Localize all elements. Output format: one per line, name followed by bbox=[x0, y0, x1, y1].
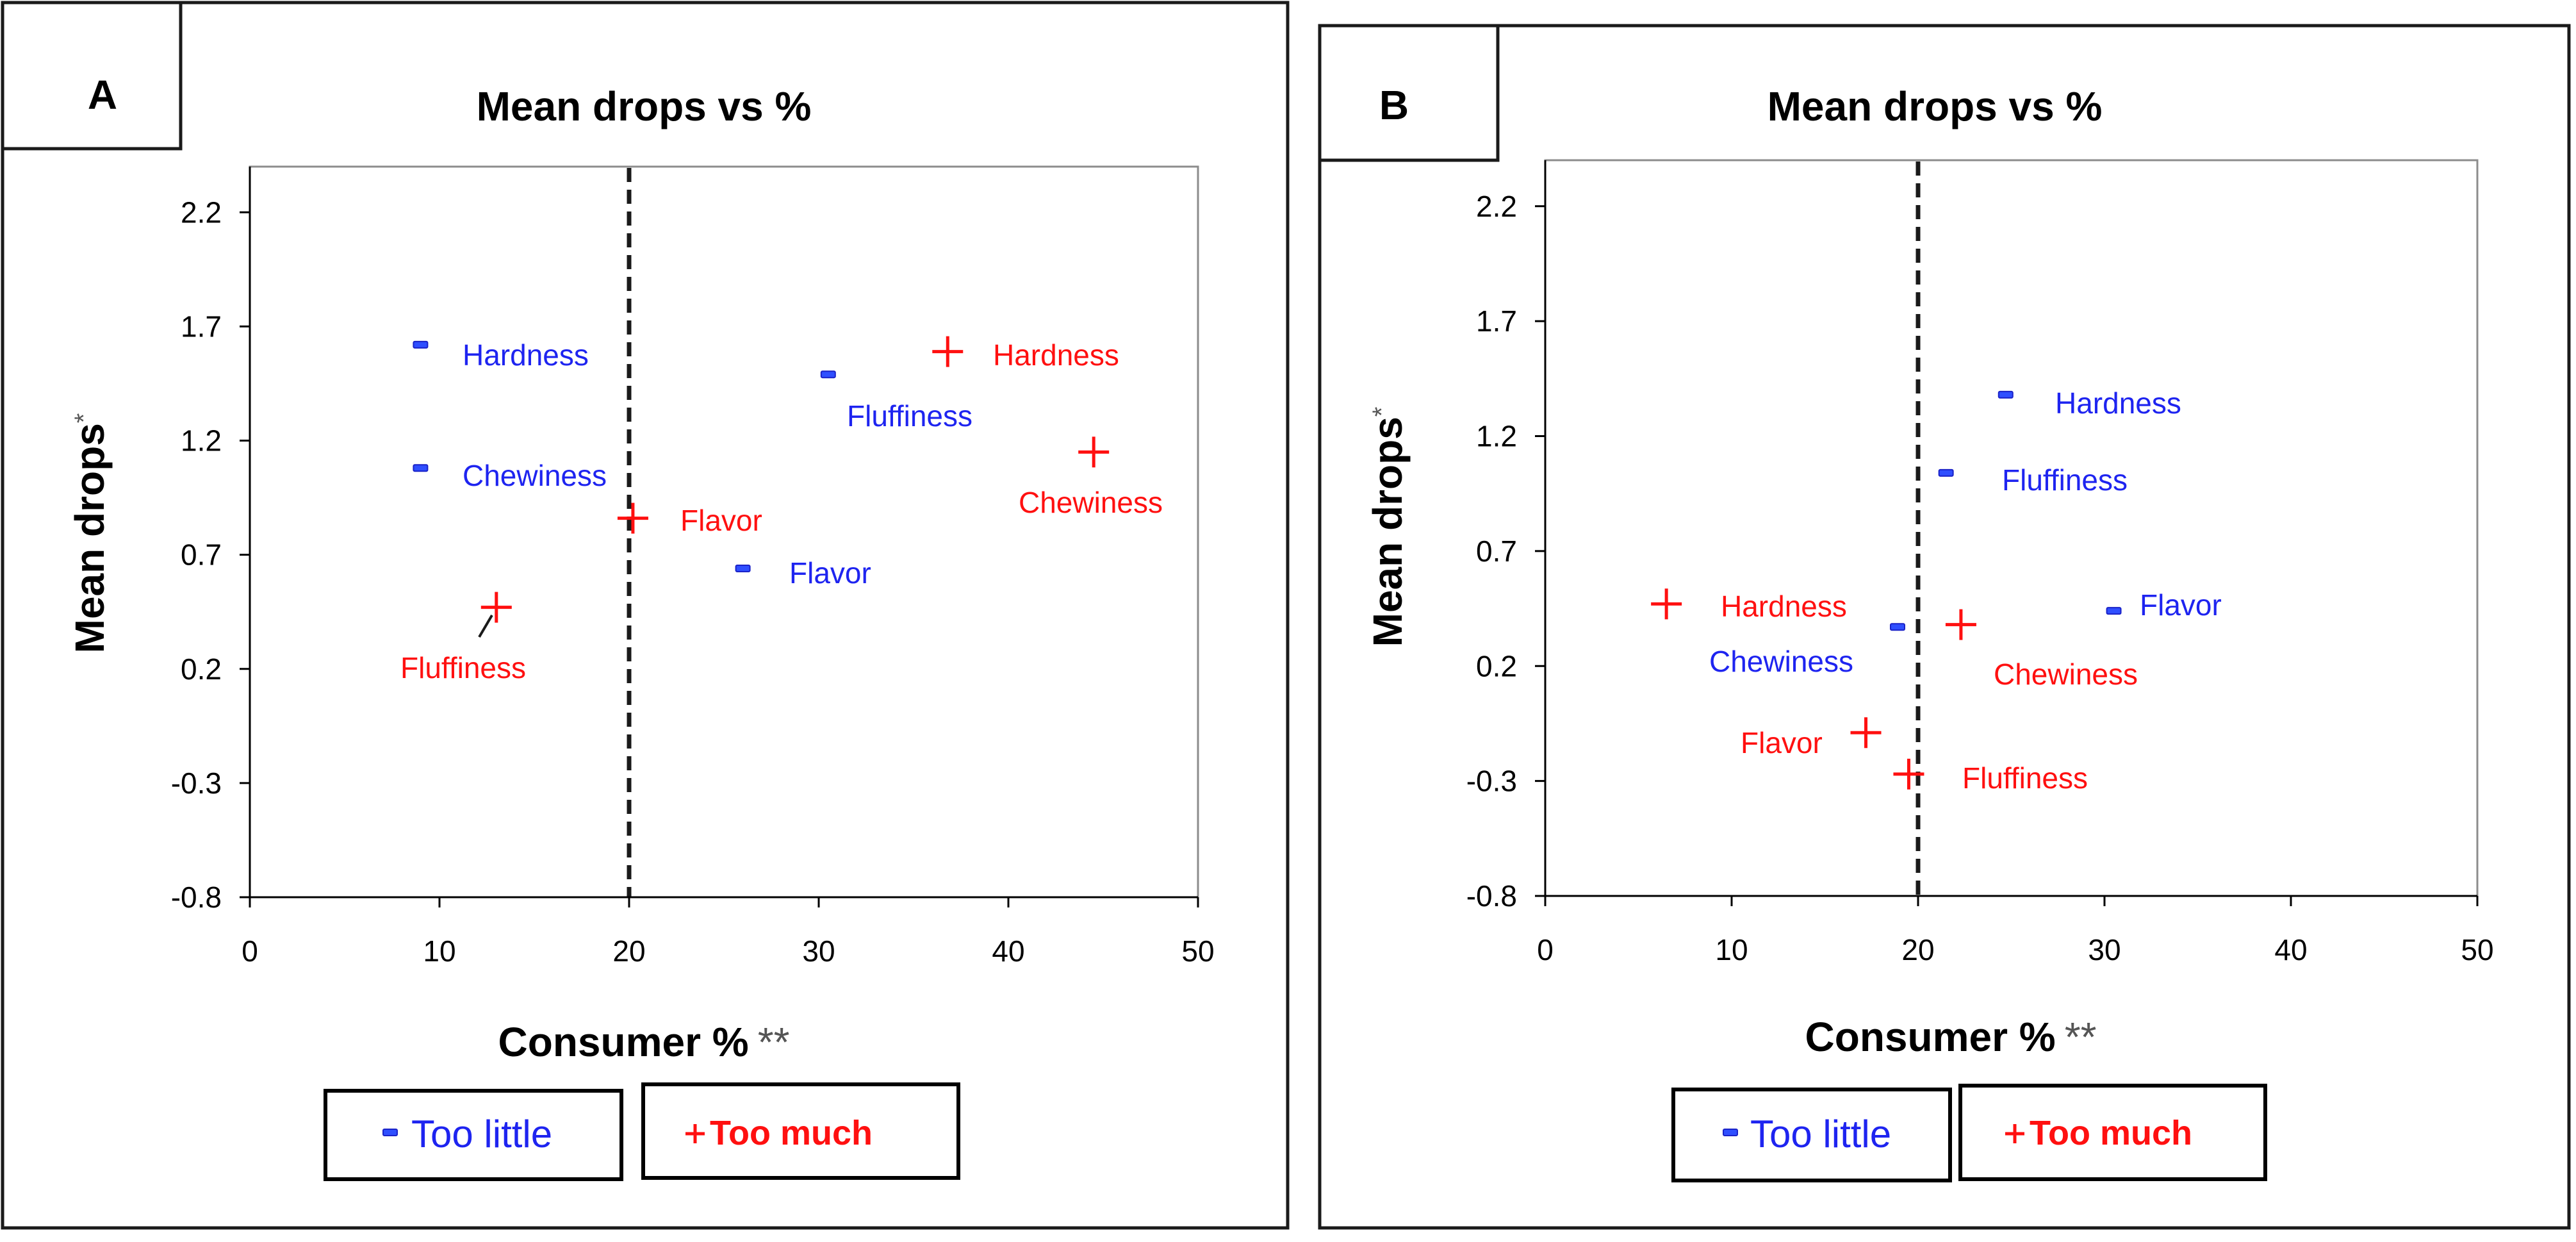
panel-a-point-too-much-fluffiness bbox=[480, 592, 512, 623]
panel-b-legend-too-much-marker bbox=[2005, 1124, 2024, 1143]
panel-b-point-too-much-fluffiness bbox=[1893, 758, 1924, 790]
panel-b-y-ticks: -0.8 -0.3 0.2 0.7 1.2 1.7 2.2 bbox=[1466, 190, 1545, 913]
panel-a-x-tick-label: 30 bbox=[802, 934, 835, 968]
panel-a-x-tick-label: 10 bbox=[423, 934, 455, 968]
panel-b-label-too-little-hardness: Hardness bbox=[2055, 386, 2181, 420]
panel-b-x-tick-label: 10 bbox=[1715, 933, 1748, 966]
panel-b-y-tick-label: 1.7 bbox=[1476, 304, 1517, 338]
panel-a-legend-too-much-marker bbox=[685, 1124, 705, 1143]
panel-a-series-too-little: Hardness Chewiness Fluffiness Flavor bbox=[413, 338, 972, 590]
panel-a-y-ticks: -0.8 -0.3 0.2 0.7 1.2 1.7 2.2 bbox=[171, 195, 250, 914]
panel-a-x-tick-label: 20 bbox=[612, 934, 645, 968]
panel-a-y-tick-label: -0.3 bbox=[171, 766, 222, 800]
panel-a-x-tick-label: 0 bbox=[242, 934, 258, 968]
panel-b-y-tick-label: 1.2 bbox=[1476, 420, 1517, 453]
panel-b-label-too-much-chewiness: Chewiness bbox=[1994, 658, 2138, 691]
panel-a-label-too-little-chewiness: Chewiness bbox=[463, 459, 607, 492]
panel-b-point-too-little-fluffiness bbox=[1938, 468, 1954, 477]
panel-b-x-tick-label: 40 bbox=[2274, 933, 2307, 966]
panel-a-y-tick-label: 0.7 bbox=[181, 538, 222, 572]
panel-a-legend-too-little-marker bbox=[382, 1129, 398, 1136]
panel-a-fluffiness-leader bbox=[478, 614, 493, 638]
panel-b-label-too-little-chewiness: Chewiness bbox=[1709, 645, 1853, 678]
panel-a-x-tick-label: 50 bbox=[1181, 934, 1214, 968]
panel-b-x-tick-label: 20 bbox=[1901, 933, 1934, 966]
panel-b-x-ticks: 0 10 20 30 40 50 bbox=[1537, 896, 2494, 966]
panel-b-label-too-much-hardness: Hardness bbox=[1721, 590, 1847, 623]
panel-a-point-too-much-hardness bbox=[932, 336, 964, 367]
panel-b-label-too-much-fluffiness: Fluffiness bbox=[1962, 761, 2088, 795]
panel-b-series-too-much: Hardness Chewiness Flavor Fluffiness bbox=[1651, 588, 2138, 795]
panel-a-legend-too-much-label: Too much bbox=[710, 1114, 873, 1152]
panel-b-point-too-much-hardness bbox=[1651, 588, 1682, 620]
panel-a-point-too-little-fluffiness bbox=[820, 370, 836, 379]
panel-b-legend-too-little-box bbox=[1671, 1088, 1952, 1182]
panel-b-point-too-little-hardness bbox=[1998, 390, 2014, 399]
panel-a-label-too-little-hardness: Hardness bbox=[463, 338, 589, 372]
panel-a-y-axis-title: Mean drops* bbox=[67, 413, 113, 654]
panel-a-x-axis-title: Consumer % ** bbox=[498, 1019, 790, 1065]
panel-a-y-tick-label: 0.2 bbox=[181, 652, 222, 686]
panel-a-point-too-little-hardness bbox=[413, 340, 429, 349]
panel-a-point-too-much-flavor bbox=[617, 502, 648, 534]
panel-a-y-tick-label: 1.7 bbox=[181, 310, 222, 343]
panel-a-point-too-much-chewiness bbox=[1078, 436, 1110, 468]
panel-a-x-ticks: 0 10 20 30 40 50 bbox=[242, 897, 1215, 968]
panel-a-label-too-little-fluffiness: Fluffiness bbox=[847, 399, 972, 433]
panel-b-x-axis-title: Consumer % ** bbox=[1805, 1014, 2097, 1060]
panel-a-plot-area bbox=[249, 165, 1199, 898]
panel-b-point-too-little-chewiness bbox=[1889, 623, 1905, 631]
panel-a-y-tick-label: -0.8 bbox=[171, 881, 222, 914]
panel-b-y-tick-label: 0.2 bbox=[1476, 649, 1517, 683]
panel-b-legend: Too little Too much bbox=[1671, 1084, 2267, 1182]
panel-b-label-too-little-fluffiness: Fluffiness bbox=[2002, 463, 2128, 497]
panel-a-title: Mean drops vs % bbox=[477, 83, 812, 129]
panel-a-letter: A bbox=[88, 72, 117, 118]
panel-b-title: Mean drops vs % bbox=[1768, 83, 2103, 129]
panel-a-x-tick-label: 40 bbox=[992, 934, 1024, 968]
panel-b-letter: B bbox=[1379, 82, 1409, 128]
panel-a-label-too-little-flavor: Flavor bbox=[789, 556, 871, 590]
panel-a-label-too-much-flavor: Flavor bbox=[680, 504, 762, 537]
panel-a-legend: Too little Too much bbox=[324, 1082, 960, 1181]
panel-b-legend-too-little-label: Too little bbox=[1750, 1113, 1891, 1155]
panel-a-y-tick-label: 1.2 bbox=[181, 424, 222, 458]
panel-b-series-too-little: Hardness Fluffiness Flavor Chewiness bbox=[1709, 386, 2222, 678]
panel-a-point-too-little-chewiness bbox=[413, 464, 429, 472]
panel-b-point-too-much-flavor bbox=[1850, 717, 1882, 749]
panel-b-legend-too-much-label: Too much bbox=[2030, 1114, 2192, 1152]
panel-b-letter-box bbox=[1318, 24, 1500, 162]
panel-a-legend-too-little-box bbox=[324, 1089, 623, 1181]
panel-b-point-too-much-chewiness bbox=[1945, 609, 1976, 640]
panel-b-y-tick-label: -0.8 bbox=[1466, 879, 1517, 913]
panel-b-label-too-little-flavor: Flavor bbox=[2140, 588, 2222, 622]
panel-a-y-tick-label: 2.2 bbox=[181, 195, 222, 229]
panel-a-label-too-much-chewiness: Chewiness bbox=[1019, 486, 1163, 519]
panel-a-label-too-much-hardness: Hardness bbox=[993, 338, 1119, 372]
panel-b: B Mean drops vs % -0.8 -0.3 0.2 0.7 1.2 1.7 2.… bbox=[1318, 24, 2571, 1230]
panel-b-y-tick-label: 2.2 bbox=[1476, 190, 1517, 223]
panel-b-y-axis-title: Mean drops* bbox=[1365, 407, 1411, 647]
panel-b-x-tick-label: 30 bbox=[2088, 933, 2121, 966]
panel-a-legend-too-little-label: Too little bbox=[411, 1113, 552, 1155]
panel-b-legend-too-little-marker bbox=[1723, 1129, 1738, 1136]
panel-b-x-tick-label: 0 bbox=[1537, 933, 1554, 966]
panel-b-x-tick-label: 50 bbox=[2461, 933, 2493, 966]
panel-a-label-too-much-fluffiness: Fluffiness bbox=[400, 651, 526, 684]
panel-b-y-tick-label: -0.3 bbox=[1466, 765, 1517, 798]
panel-b-plot-area bbox=[1544, 159, 2479, 897]
panel-b-label-too-much-flavor: Flavor bbox=[1741, 726, 1823, 759]
panel-b-y-tick-label: 0.7 bbox=[1476, 534, 1517, 568]
panel-a-letter-box bbox=[1, 1, 183, 151]
panel-a: A Mean drops vs % -0.8 -0.3 0.2 0.7 1.2 1.7 2.… bbox=[1, 1, 1290, 1230]
panel-b-point-too-little-flavor bbox=[2106, 607, 2122, 615]
panel-a-point-too-little-flavor bbox=[735, 565, 751, 572]
panel-a-series-too-much: Hardness Chewiness Flavor Fluffiness bbox=[400, 336, 1163, 684]
